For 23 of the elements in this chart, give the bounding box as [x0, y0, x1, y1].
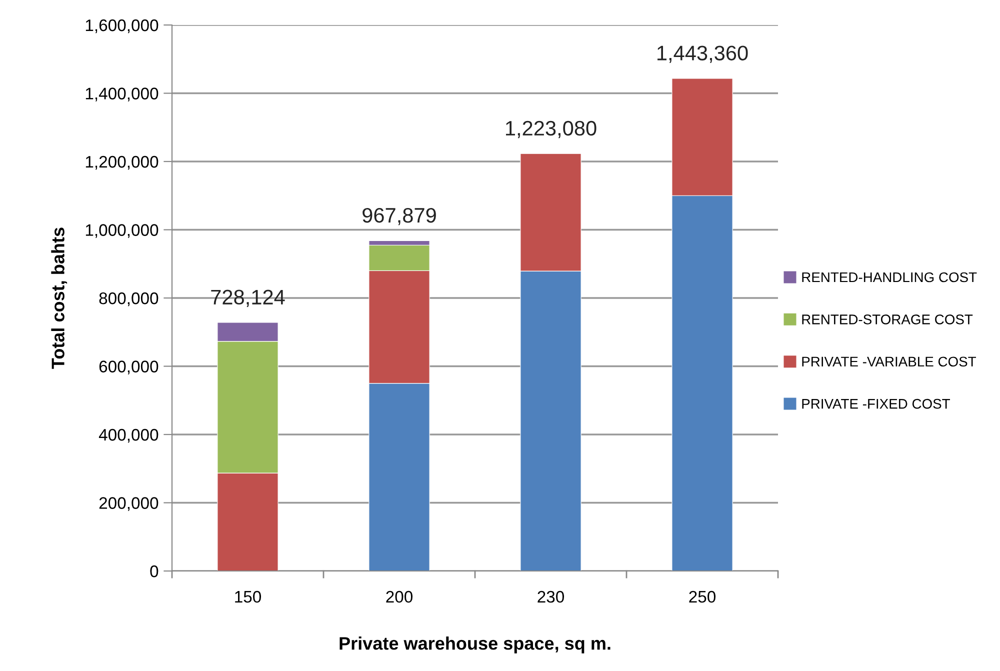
legend-label: PRIVATE -FIXED COST: [802, 398, 950, 409]
x-tick-label: 200: [386, 590, 413, 603]
y-tick-label: 1,000,000: [86, 224, 158, 238]
y-tick-label: 800,000: [99, 292, 158, 306]
y-tick-label: 600,000: [99, 360, 158, 374]
legend-label: PRIVATE -VARIABLE COST: [802, 356, 976, 367]
x-axis-title: Private warehouse space, sq m.: [340, 636, 610, 654]
total-label: 728,124: [211, 290, 285, 307]
y-tick-label: 1,400,000: [86, 88, 158, 102]
x-tick-label: 150: [235, 590, 262, 603]
total-label: 1,443,360: [658, 46, 748, 63]
legend-label: RENTED-HANDLING COST: [802, 272, 977, 282]
legend-label: RENTED-STORAGE COST: [802, 314, 973, 324]
total-label: 1,223,080: [506, 120, 596, 138]
y-tick-label: 400,000: [98, 428, 158, 443]
total-label: 967,879: [362, 208, 436, 226]
y-tick-label: 200,000: [99, 497, 158, 511]
y-tick-label: 1,600,000: [86, 19, 158, 34]
y-tick-label: 1,200,000: [86, 156, 158, 170]
y-tick-label: 0: [150, 565, 158, 578]
x-tick-label: 230: [538, 590, 564, 603]
x-tick-label: 250: [689, 590, 716, 603]
y-axis-title: Total cost, bahts: [51, 228, 68, 369]
